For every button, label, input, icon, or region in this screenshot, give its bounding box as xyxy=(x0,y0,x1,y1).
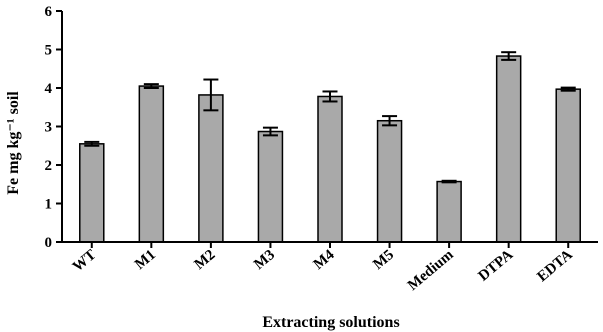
y-tick-label-3: 3 xyxy=(45,120,53,136)
bar-edta xyxy=(555,88,581,243)
x-tick-label-m5: M5 xyxy=(370,247,397,273)
error-bar-medium xyxy=(441,179,457,184)
y-tick-label-2: 2 xyxy=(45,158,53,174)
error-bar-m3 xyxy=(262,126,278,137)
x-tick-label-edta: EDTA xyxy=(534,247,575,285)
x-tick-label-m1: M1 xyxy=(132,247,159,273)
y-tick-label-1: 1 xyxy=(45,197,53,213)
x-axis: WT M1 M2 M3 M4 M5 Medium DTPA EDTA xyxy=(62,241,598,294)
y-tick-label-0: 0 xyxy=(45,235,53,251)
bar-m3 xyxy=(257,130,284,243)
x-tick-label-dtpa: DTPA xyxy=(476,247,517,285)
bar-m2 xyxy=(198,94,224,243)
error-bar-wt xyxy=(84,140,100,147)
x-tick-label-m3: M3 xyxy=(251,247,278,273)
x-tick-label-wt: WT xyxy=(70,247,99,275)
error-bar-dtpa xyxy=(501,51,517,61)
bar-medium xyxy=(436,180,462,243)
x-tick-label-m2: M2 xyxy=(192,247,219,273)
y-axis: 0 1 2 3 4 5 6 xyxy=(45,4,63,251)
bar-m1 xyxy=(138,85,165,243)
error-bars-layer xyxy=(84,51,576,184)
error-bar-m4 xyxy=(322,90,338,103)
error-bar-m2 xyxy=(203,78,219,112)
bar-wt xyxy=(79,143,105,243)
bar-m4 xyxy=(317,95,343,243)
bar-dtpa xyxy=(495,55,522,243)
bar-m5 xyxy=(376,119,403,243)
error-bar-m1 xyxy=(143,83,159,89)
y-axis-title: Fe mg kg⁻¹ soil xyxy=(5,91,22,195)
x-tick-label-m4: M4 xyxy=(311,246,338,272)
x-tick-label-medium: Medium xyxy=(405,246,457,293)
y-tick-label-4: 4 xyxy=(45,81,53,97)
y-tick-label-5: 5 xyxy=(45,43,53,59)
error-bar-m5 xyxy=(382,115,398,127)
x-axis-title: Extracting solutions xyxy=(262,314,399,331)
y-tick-label-6: 6 xyxy=(45,4,53,20)
error-bar-edta xyxy=(560,86,576,92)
